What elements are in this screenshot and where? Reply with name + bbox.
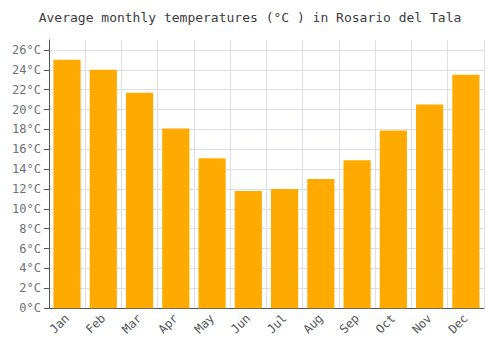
svg-text:Jul: Jul xyxy=(264,311,289,336)
svg-text:0°C: 0°C xyxy=(19,301,41,315)
svg-text:Jan: Jan xyxy=(47,311,72,336)
svg-text:Dec: Dec xyxy=(446,311,471,336)
svg-text:22°C: 22°C xyxy=(12,83,41,97)
svg-text:Average monthly temperatures (: Average monthly temperatures (°C ) in Ro… xyxy=(39,10,462,25)
svg-text:May: May xyxy=(192,311,217,336)
svg-text:Oct: Oct xyxy=(373,311,398,336)
svg-text:10°C: 10°C xyxy=(12,202,41,216)
svg-text:Aug: Aug xyxy=(301,311,326,336)
svg-text:12°C: 12°C xyxy=(12,182,41,196)
svg-text:2°C: 2°C xyxy=(19,281,41,295)
svg-text:Jun: Jun xyxy=(228,311,253,336)
svg-text:4°C: 4°C xyxy=(19,261,41,275)
svg-text:16°C: 16°C xyxy=(12,142,41,156)
svg-text:Apr: Apr xyxy=(156,311,181,336)
svg-text:6°C: 6°C xyxy=(19,242,41,256)
svg-text:20°C: 20°C xyxy=(12,103,41,117)
svg-text:Feb: Feb xyxy=(83,311,108,336)
svg-text:14°C: 14°C xyxy=(12,162,41,176)
svg-text:Sep: Sep xyxy=(337,311,362,336)
svg-text:24°C: 24°C xyxy=(12,63,41,77)
svg-text:Mar: Mar xyxy=(119,311,144,336)
svg-text:18°C: 18°C xyxy=(12,122,41,136)
svg-text:Nov: Nov xyxy=(409,311,434,336)
svg-text:8°C: 8°C xyxy=(19,222,41,236)
svg-text:26°C: 26°C xyxy=(12,43,41,57)
